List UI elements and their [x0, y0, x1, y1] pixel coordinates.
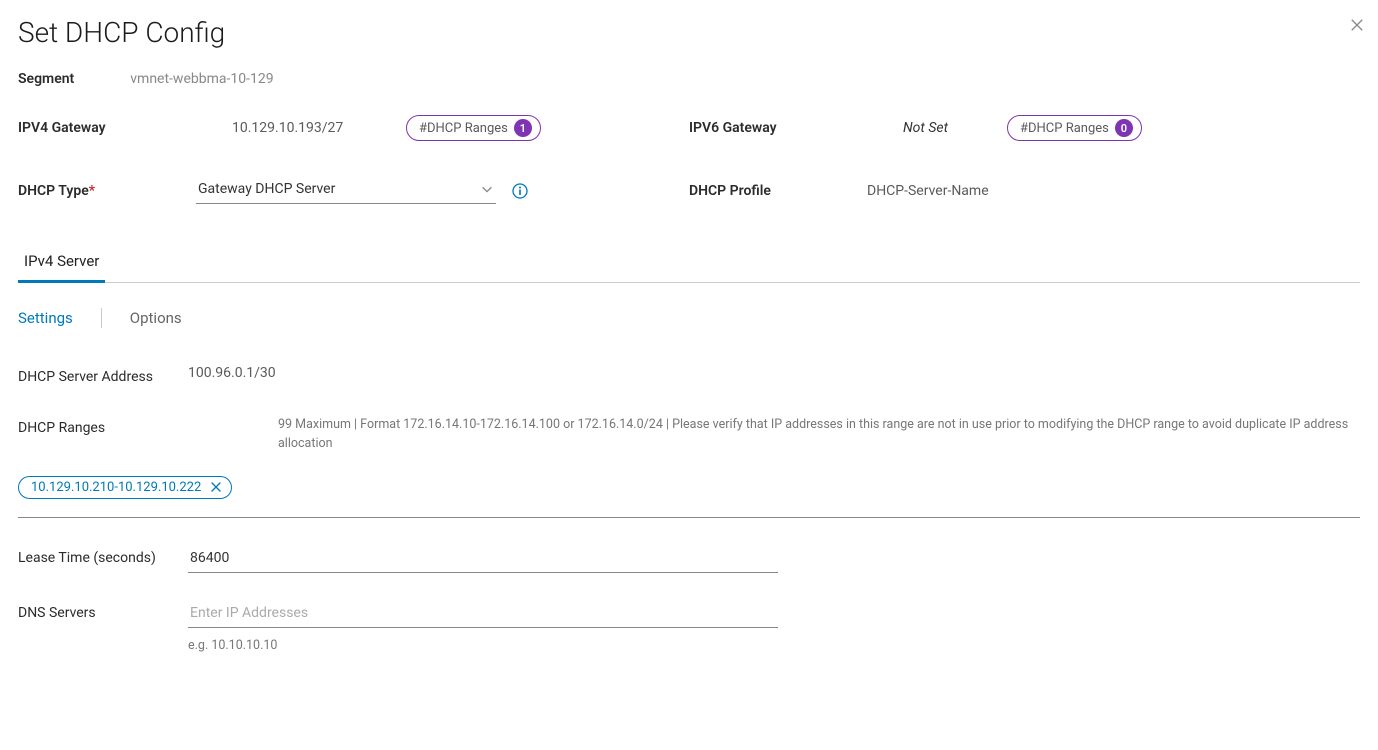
dhcp-server-address-label: DHCP Server Address — [18, 367, 188, 388]
dhcp-type-label: DHCP Type* — [18, 183, 188, 199]
ipv4-gateway-value: 10.129.10.193/27 — [232, 120, 382, 136]
tab-ipv4-server[interactable]: IPv4 Server — [18, 244, 105, 283]
ipv6-dhcp-ranges-badge[interactable]: #DHCP Ranges 0 — [1007, 115, 1142, 141]
subtab-settings[interactable]: Settings — [18, 307, 73, 329]
dhcp-ranges-label: DHCP Ranges — [18, 418, 188, 439]
remove-range-icon[interactable] — [209, 480, 223, 494]
ipv4-ranges-badge-count: 1 — [514, 119, 532, 137]
dhcp-type-value: Gateway DHCP Server — [198, 181, 480, 197]
dhcp-range-chip[interactable]: 10.129.10.210-10.129.10.222 — [18, 476, 232, 499]
ipv4-ranges-badge-label: #DHCP Ranges — [419, 121, 508, 136]
dns-servers-input[interactable] — [188, 601, 778, 628]
ranges-separator — [18, 517, 1360, 518]
required-mark: * — [89, 183, 95, 199]
subtabs: Settings Options — [18, 307, 1360, 329]
info-icon[interactable] — [512, 183, 528, 199]
subtab-options[interactable]: Options — [130, 307, 182, 329]
close-icon[interactable] — [1350, 18, 1364, 32]
ipv4-gateway-label: IPV4 Gateway — [18, 120, 208, 136]
ipv6-gateway-value: Not Set — [903, 120, 983, 136]
segment-label: Segment — [18, 71, 74, 87]
lease-time-label: Lease Time (seconds) — [18, 548, 188, 569]
chevron-down-icon — [480, 182, 494, 196]
main-tabs: IPv4 Server — [18, 244, 1360, 283]
subtab-separator — [101, 308, 102, 328]
dns-servers-hint: e.g. 10.10.10.10 — [188, 638, 1360, 653]
ipv6-ranges-badge-label: #DHCP Ranges — [1020, 121, 1109, 136]
dns-servers-label: DNS Servers — [18, 603, 188, 624]
dhcp-range-chip-value: 10.129.10.210-10.129.10.222 — [31, 480, 201, 495]
page-title: Set DHCP Config — [18, 16, 1360, 49]
segment-value: vmnet-webbma-10-129 — [130, 71, 273, 87]
dhcp-type-select[interactable]: Gateway DHCP Server — [196, 177, 496, 204]
dhcp-profile-label: DHCP Profile — [689, 183, 859, 199]
ipv4-dhcp-ranges-badge[interactable]: #DHCP Ranges 1 — [406, 115, 541, 141]
dhcp-profile-value: DHCP-Server-Name — [867, 183, 989, 199]
dhcp-type-label-text: DHCP Type — [18, 183, 89, 199]
ipv6-ranges-badge-count: 0 — [1115, 119, 1133, 137]
ipv6-gateway-label: IPV6 Gateway — [689, 120, 879, 136]
dhcp-ranges-help: 99 Maximum | Format 172.16.14.10-172.16.… — [278, 416, 1360, 454]
lease-time-input[interactable] — [188, 546, 778, 573]
dhcp-server-address-value: 100.96.0.1/30 — [188, 365, 276, 381]
